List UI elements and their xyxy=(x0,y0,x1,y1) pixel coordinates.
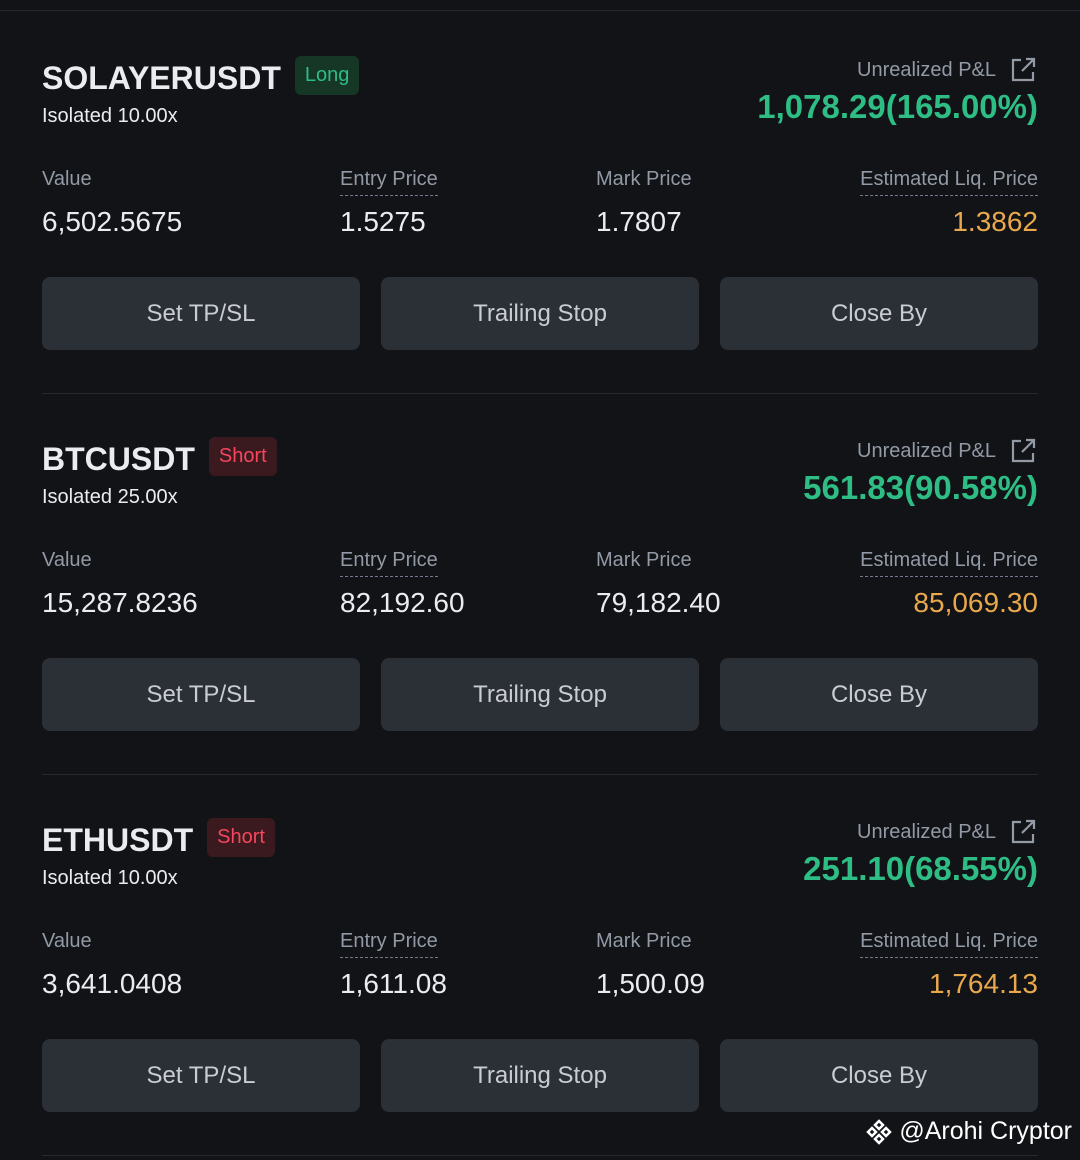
divider xyxy=(42,774,1038,775)
value-label: Value xyxy=(42,549,92,571)
symbol: ETHUSDT xyxy=(42,822,194,858)
side-badge: Short xyxy=(207,818,275,857)
margin-mode: Isolated 25.00x xyxy=(42,486,178,508)
value-label: Value xyxy=(42,168,92,190)
unrealized-pnl: 251.10(68.55%) xyxy=(803,850,1038,887)
pnl-label: Unrealized P&L xyxy=(857,440,996,462)
action-button[interactable]: Close By xyxy=(720,658,1038,731)
entry-value: 82,192.60 xyxy=(340,587,465,618)
entry-label: Entry Price xyxy=(340,168,438,196)
liq-value: 1.3862 xyxy=(952,206,1038,237)
symbol: SOLAYERUSDT xyxy=(42,60,281,96)
divider xyxy=(0,10,1080,11)
share-icon[interactable] xyxy=(1009,56,1037,89)
action-button[interactable]: Set TP/SL xyxy=(42,658,360,731)
value-value: 15,287.8236 xyxy=(42,587,198,618)
mark-value: 79,182.40 xyxy=(596,587,721,618)
action-button[interactable]: Trailing Stop xyxy=(381,1039,699,1112)
share-icon[interactable] xyxy=(1009,437,1037,470)
liq-value: 1,764.13 xyxy=(929,968,1038,999)
action-button[interactable]: Set TP/SL xyxy=(42,277,360,350)
entry-label: Entry Price xyxy=(340,930,438,958)
liq-value: 85,069.30 xyxy=(913,587,1038,618)
divider xyxy=(42,1155,1038,1156)
entry-value: 1,611.08 xyxy=(340,968,447,999)
liq-label: Estimated Liq. Price xyxy=(860,549,1038,577)
side-badge: Long xyxy=(294,56,360,95)
logo-icon xyxy=(866,1118,893,1145)
unrealized-pnl: 561.83(90.58%) xyxy=(803,469,1038,506)
margin-mode: Isolated 10.00x xyxy=(42,105,178,127)
action-button[interactable]: Trailing Stop xyxy=(381,277,699,350)
liq-label: Estimated Liq. Price xyxy=(860,930,1038,958)
mark-value: 1,500.09 xyxy=(596,968,705,999)
watermark-text: @Arohi Cryptor xyxy=(899,1117,1072,1145)
entry-value: 1.5275 xyxy=(340,206,426,237)
side-badge: Short xyxy=(208,437,277,476)
value-value: 6,502.5675 xyxy=(42,206,183,237)
entry-label: Entry Price xyxy=(340,549,438,577)
symbol: BTCUSDT xyxy=(42,441,195,477)
share-icon[interactable] xyxy=(1009,818,1037,851)
unrealized-pnl: 1,078.29(165.00%) xyxy=(757,88,1038,125)
watermark: @Arohi Cryptor xyxy=(865,1117,1072,1146)
mark-value: 1.7807 xyxy=(596,206,682,237)
mark-label: Mark Price xyxy=(596,168,692,190)
action-button[interactable]: Close By xyxy=(720,1039,1038,1112)
value-label: Value xyxy=(42,930,92,952)
mark-label: Mark Price xyxy=(596,549,692,571)
divider xyxy=(42,393,1038,394)
liq-label: Estimated Liq. Price xyxy=(860,168,1038,196)
pnl-label: Unrealized P&L xyxy=(857,821,996,843)
action-button[interactable]: Close By xyxy=(720,277,1038,350)
action-button[interactable]: Trailing Stop xyxy=(381,658,699,731)
action-button[interactable]: Set TP/SL xyxy=(42,1039,360,1112)
margin-mode: Isolated 10.00x xyxy=(42,867,178,889)
value-value: 3,641.0408 xyxy=(42,968,183,999)
pnl-label: Unrealized P&L xyxy=(857,59,996,81)
mark-label: Mark Price xyxy=(596,930,692,952)
